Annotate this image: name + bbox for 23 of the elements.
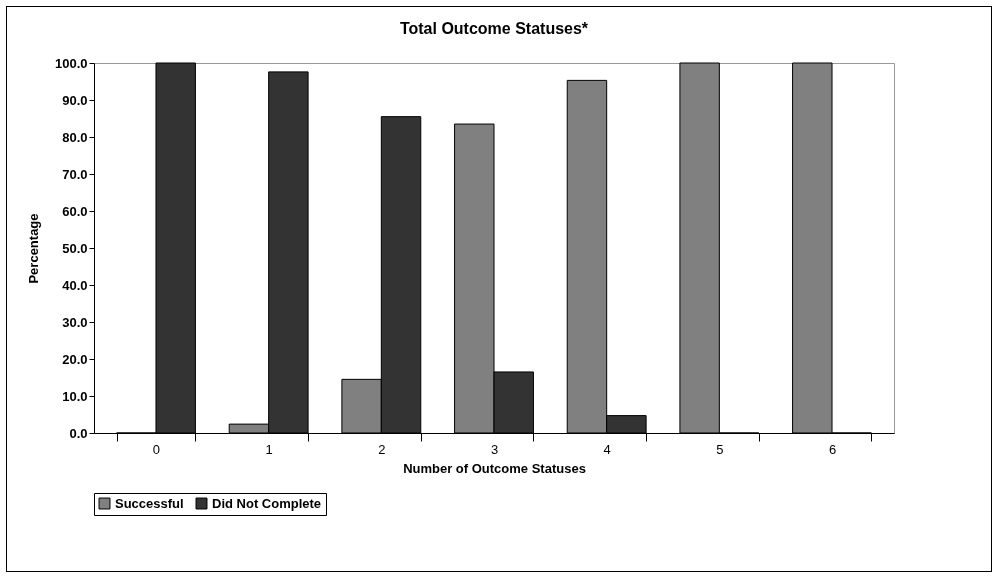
- y-tick-label: 10.0: [62, 388, 88, 404]
- y-tick-label: 60.0: [62, 203, 88, 219]
- chart-title: Total Outcome Statuses*: [399, 20, 589, 37]
- x-tick-label: 6: [828, 441, 837, 457]
- y-tick-label: 20.0: [62, 351, 88, 367]
- y-axis-title: Percentage: [25, 213, 41, 284]
- y-tick-label: 40.0: [62, 277, 88, 293]
- x-tick-label: 5: [716, 441, 724, 457]
- x-tick-label: 4: [603, 441, 611, 457]
- y-tick-label: 80.0: [62, 129, 88, 145]
- x-axis-title: Number of Outcome Statuses: [403, 460, 586, 476]
- y-tick-label: 0.0: [69, 425, 88, 441]
- y-tick-label: 90.0: [62, 92, 88, 108]
- legend-label: Did Not Complete: [212, 495, 322, 511]
- x-tick-label: 1: [265, 441, 273, 457]
- legend-label: Successful: [115, 495, 184, 511]
- x-tick-label: 3: [490, 441, 499, 457]
- x-tick-label: 0: [152, 441, 161, 457]
- y-tick-label: 30.0: [62, 314, 88, 330]
- x-tick-label: 2: [378, 441, 386, 457]
- y-tick-label: 70.0: [62, 166, 88, 182]
- y-tick-label: 50.0: [62, 240, 88, 256]
- y-tick-label: 100.0: [54, 55, 88, 71]
